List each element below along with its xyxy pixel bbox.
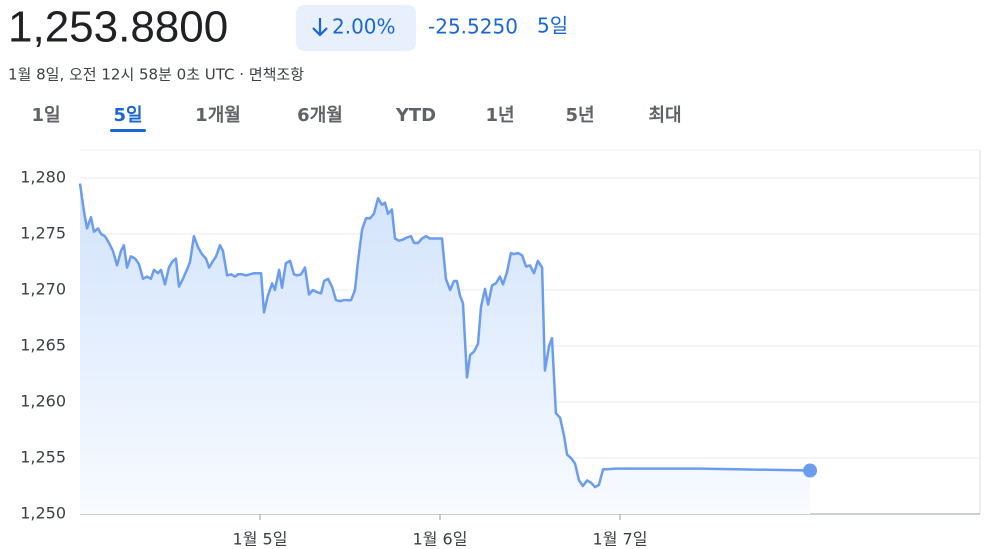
line [78,183,811,489]
y-tick-label: 1,280 [20,168,66,187]
timestamp: 1월 8일, 오전 12시 58분 0초 UTC · 면책조항 [8,66,304,84]
y-tick-label: 1,255 [20,448,66,467]
tab-underline [110,129,146,132]
area [80,183,811,514]
tab[interactable]: 1일 [31,105,60,126]
change-badge [296,5,416,51]
y-tick-label: 1,250 [20,504,66,523]
tabs: 1일 5일 1개월 6개월 YTD 1년 5년 최대 [31,105,682,132]
chart: 1,250 1,255 1,260 1,265 1,270 1,275 1,280 1월 5일… [20,149,981,549]
down-arrow [312,18,328,37]
tab[interactable]: 최대 [648,105,681,126]
y-tick-label: 1,270 [20,280,66,299]
price: 1,253.8800 [8,3,228,52]
tab[interactable]: 5년 [565,105,594,126]
period: 5일 [537,14,568,38]
tab[interactable]: 1개월 [195,105,241,126]
y-tick-label: 1,275 [20,224,66,243]
last-point [803,463,818,478]
x-tick-label: 1월 5일 [233,530,288,549]
y-tick-label: 1,260 [20,392,66,411]
tab[interactable]: 5일 [113,105,142,126]
y-tick-label: 1,265 [20,336,66,355]
change-percent: 2.00% [332,15,396,39]
x-tick-label: 1월 7일 [593,530,648,549]
x-tick-label: 1월 6일 [413,530,468,549]
tab[interactable]: YTD [395,105,436,126]
tab[interactable]: 1년 [485,105,514,126]
tab[interactable]: 6개월 [297,105,343,126]
change-value: -25.5250 [428,15,518,39]
